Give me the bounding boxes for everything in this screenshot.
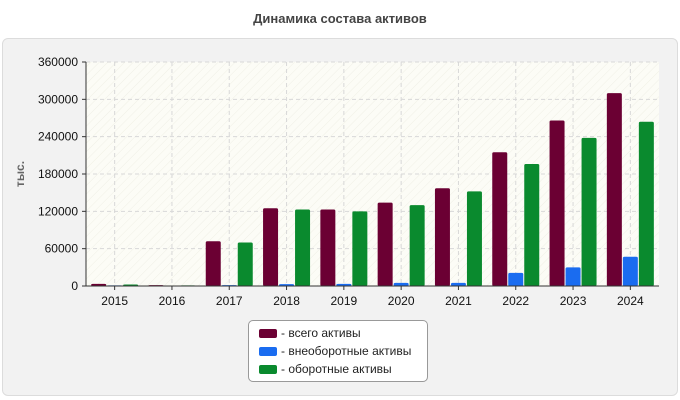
x-tick-label: 2020 xyxy=(388,294,415,308)
legend-label: - всего активы xyxy=(281,326,361,340)
y-tick-labels: 0 60000 120000 180000 240000 300000 360000 xyxy=(38,55,78,293)
chart-title: Динамика состава активов xyxy=(253,11,427,26)
x-tick-labels: 2015 2016 2017 2018 2019 2020 2021 2022 2023 2024 xyxy=(101,294,644,308)
x-tick-label: 2021 xyxy=(445,294,472,308)
bar-current-2024[interactable] xyxy=(638,121,654,286)
legend-swatch xyxy=(259,364,277,374)
bar-current-2017[interactable] xyxy=(237,242,253,286)
legend-label: - внеоборотные активы xyxy=(281,344,412,358)
x-tick-label: 2015 xyxy=(101,294,128,308)
legend-swatch xyxy=(259,346,277,356)
y-tick-label: 60000 xyxy=(45,242,79,256)
bar-current-2020[interactable] xyxy=(409,205,425,286)
x-tick-label: 2016 xyxy=(159,294,186,308)
bar-total-2017[interactable] xyxy=(205,241,221,286)
legend-item-total-assets[interactable]: - всего активы xyxy=(259,324,427,342)
legend-item-noncurrent-assets[interactable]: - внеоборотные активы xyxy=(259,342,427,360)
legend: - всего активы - внеоборотные активы - о… xyxy=(248,320,428,382)
bar-total-2023[interactable] xyxy=(549,120,565,286)
x-tick-label: 2023 xyxy=(560,294,587,308)
x-tick-label: 2017 xyxy=(216,294,243,308)
bar-current-2019[interactable] xyxy=(352,211,368,286)
y-axis-label: тыс. xyxy=(13,161,27,187)
bar-noncurrent-2023[interactable] xyxy=(565,267,581,286)
y-tick-label: 120000 xyxy=(38,204,78,218)
bar-current-2022[interactable] xyxy=(524,164,540,286)
x-tick-label: 2024 xyxy=(617,294,644,308)
bar-noncurrent-2021[interactable] xyxy=(450,282,466,286)
bar-current-2021[interactable] xyxy=(466,191,482,286)
legend-item-current-assets[interactable]: - оборотные активы xyxy=(259,360,427,378)
bar-current-2018[interactable] xyxy=(295,209,311,286)
bar-total-2018[interactable] xyxy=(263,208,279,286)
bar-noncurrent-2022[interactable] xyxy=(508,272,524,286)
bar-total-2019[interactable] xyxy=(320,209,336,286)
y-tick-label: 240000 xyxy=(38,130,78,144)
axes xyxy=(82,61,659,290)
legend-label: - оборотные активы xyxy=(281,362,392,376)
x-tick-label: 2018 xyxy=(273,294,300,308)
y-tick-label: 360000 xyxy=(38,55,78,69)
bars xyxy=(91,93,654,287)
bar-current-2023[interactable] xyxy=(581,137,597,286)
bar-total-2015[interactable] xyxy=(91,283,107,286)
y-tick-label: 0 xyxy=(71,279,78,293)
bar-noncurrent-2024[interactable] xyxy=(622,256,638,286)
bar-total-2022[interactable] xyxy=(492,152,508,286)
bar-total-2021[interactable] xyxy=(434,188,450,286)
x-tick-label: 2022 xyxy=(502,294,529,308)
x-tick-label: 2019 xyxy=(330,294,357,308)
legend-swatch xyxy=(259,328,277,338)
y-tick-label: 180000 xyxy=(38,167,78,181)
bar-noncurrent-2020[interactable] xyxy=(393,282,409,286)
bar-noncurrent-2019[interactable] xyxy=(336,283,352,286)
bar-total-2020[interactable] xyxy=(377,202,393,286)
bar-total-2024[interactable] xyxy=(606,93,622,286)
y-tick-label: 300000 xyxy=(38,92,78,106)
